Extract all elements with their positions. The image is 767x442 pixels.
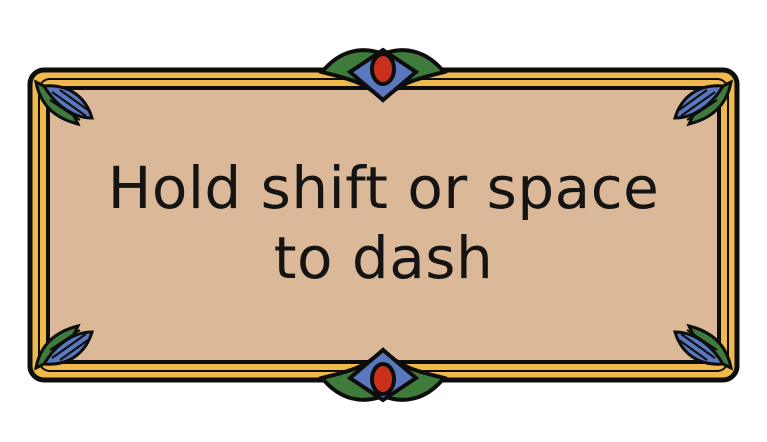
instruction-line-2: to dash — [273, 224, 494, 292]
fan-leaf-icon — [672, 79, 733, 127]
fan-leaf-icon — [672, 323, 733, 371]
dash-instruction-text: Hold shift or space to dash — [60, 100, 707, 346]
gem-ornament-icon — [318, 347, 448, 403]
gem-ornament-icon — [318, 47, 448, 103]
fan-leaf-icon — [34, 323, 95, 371]
instruction-line-1: Hold shift or space — [107, 154, 660, 222]
fan-leaf-icon — [34, 79, 95, 127]
